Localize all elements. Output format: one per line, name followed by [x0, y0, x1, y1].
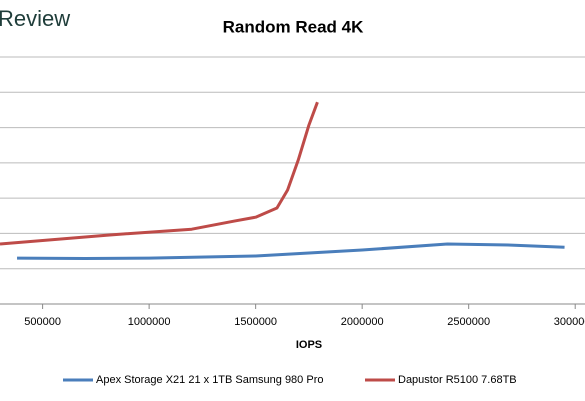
series-line: [0, 101, 319, 246]
legend-label: Apex Storage X21 21 x 1TB Samsung 980 Pr…: [96, 374, 323, 386]
x-tick-label: 1000000: [128, 316, 171, 328]
x-tick-label: 1500000: [234, 316, 277, 328]
legend-label: Dapustor R5100 7.68TB: [398, 374, 517, 386]
series-line: [17, 242, 565, 260]
x-axis-label: IOPS: [296, 339, 322, 351]
x-tick-label: 2000000: [341, 316, 384, 328]
x-tick-label: 500000: [24, 316, 61, 328]
chart-title: Random Read 4K: [223, 17, 364, 36]
x-tick-label: 2500000: [447, 316, 490, 328]
logo: Review: [0, 6, 70, 31]
x-tick-label: 3000000: [554, 316, 585, 328]
